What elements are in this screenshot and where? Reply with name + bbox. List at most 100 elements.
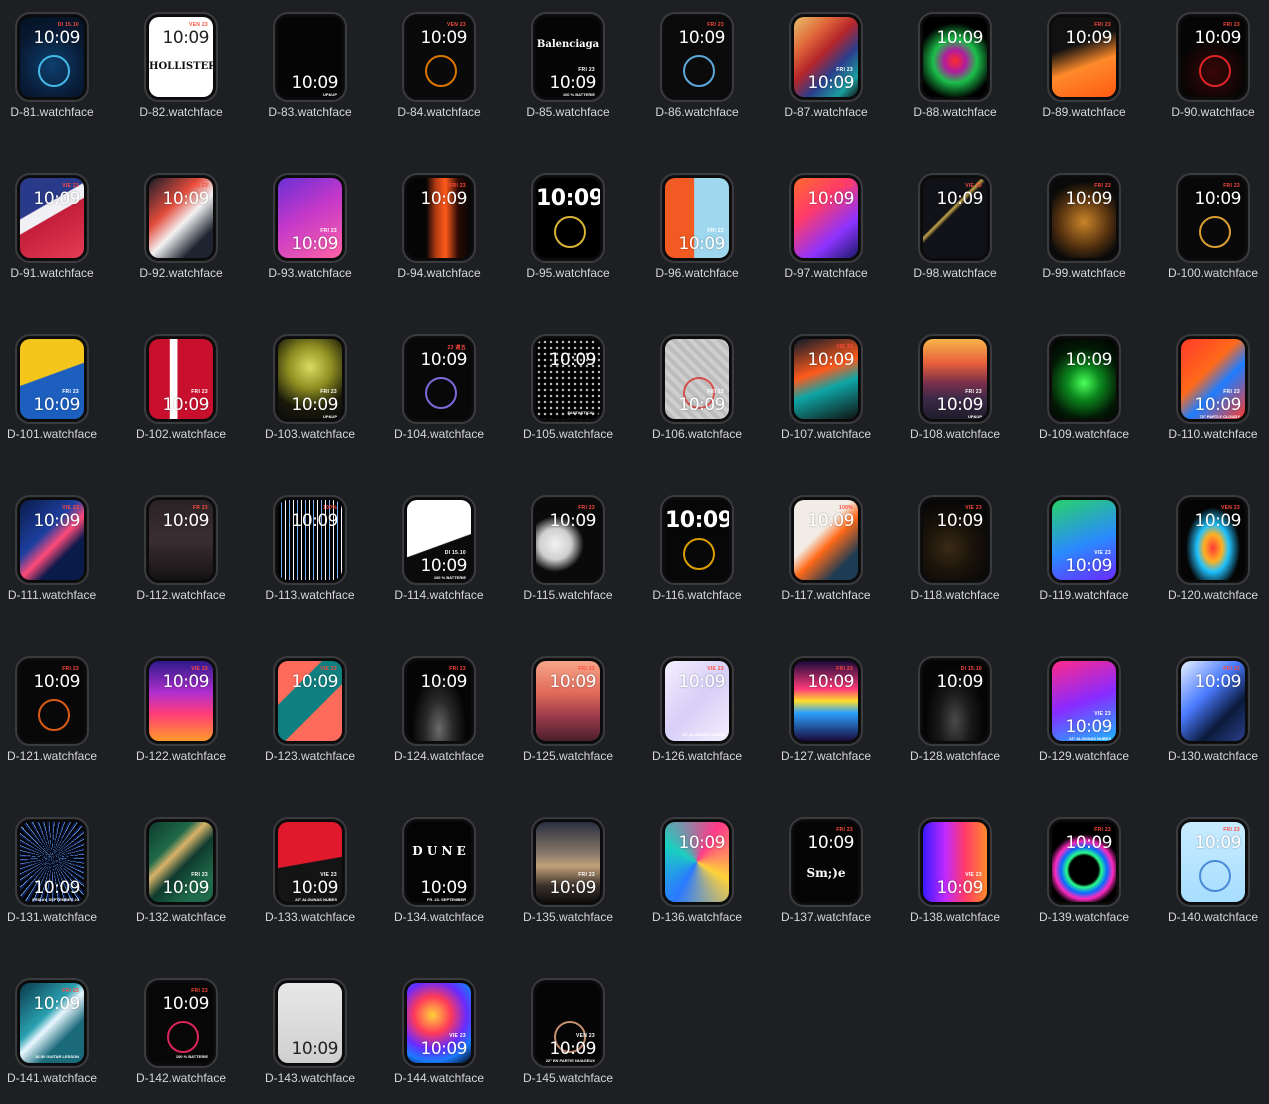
watchface-file[interactable]: FRI 23 10:09 D-92.watchface xyxy=(117,161,245,301)
watchface-thumbnail[interactable]: 100% 10:09 xyxy=(789,495,863,585)
watchface-file[interactable]: VIE 23 10:09 D-91.watchface xyxy=(0,161,116,301)
watchface-thumbnail[interactable]: FRI 23 10:09 xyxy=(15,656,89,746)
watchface-file[interactable]: FRI 23 10:09 72° PARTLY CLOUDY D-110.watchf… xyxy=(1149,322,1269,462)
watchface-thumbnail[interactable]: VIE 23 10:09 xyxy=(15,173,89,263)
watchface-file[interactable]: FRI 23 10:09 D-93.watchface xyxy=(246,161,374,301)
watchface-thumbnail[interactable]: FRI 23 10:09 xyxy=(1176,173,1250,263)
watchface-thumbnail[interactable]: FRI 23 10:09 xyxy=(789,656,863,746)
watchface-file[interactable]: 10:09 UP&UP D-83.watchface xyxy=(246,0,374,140)
watchface-file[interactable]: FRI 23 10:09 D-96.watchface xyxy=(633,161,761,301)
watchface-thumbnail[interactable]: 10:09 FRIDAY, SEPTEMBER 23 xyxy=(15,817,89,907)
watchface-file[interactable]: FRI 23 10:09 D-132.watchface xyxy=(117,805,245,945)
watchface-file[interactable]: DI 15.10 10:09 D-128.watchface xyxy=(891,644,1019,784)
watchface-file[interactable]: FRI 23 10:09 D-135.watchface xyxy=(504,805,632,945)
watchface-thumbnail[interactable]: FRI 23 10:09 xyxy=(531,817,605,907)
watchface-thumbnail[interactable]: VIE 23 10:09 xyxy=(789,173,863,263)
watchface-thumbnail[interactable]: FRI 23 10:09 xyxy=(402,656,476,746)
watchface-thumbnail[interactable]: 10:09 UP&UP xyxy=(273,12,347,102)
watchface-file[interactable]: VIE 23 10:09 D-97.watchface xyxy=(762,161,890,301)
watchface-thumbnail[interactable]: 10:09 xyxy=(660,817,734,907)
watchface-file[interactable]: VIE 23 10:09 D-119.watchface xyxy=(1020,483,1148,623)
watchface-file[interactable]: FRI 23 10:09 D-139.watchface xyxy=(1020,805,1148,945)
watchface-file[interactable]: Sm;)e FRI 23 10:09 D-137.watchface xyxy=(762,805,890,945)
watchface-file[interactable]: FRI 23 10:09 D-101.watchface xyxy=(0,322,116,462)
watchface-file[interactable]: FRI 23 10:09 D-125.watchface xyxy=(504,644,632,784)
watchface-file[interactable]: 10:09 D-143.watchface xyxy=(246,966,374,1104)
watchface-thumbnail[interactable]: VIE 23 10:09 xyxy=(918,173,992,263)
watchface-file[interactable]: 100% 10:09 D-113.watchface xyxy=(246,483,374,623)
watchface-thumbnail[interactable]: 10:09 xyxy=(1047,334,1121,424)
watchface-file[interactable]: FRI 23 10:09 D-90.watchface xyxy=(1149,0,1269,140)
watchface-thumbnail[interactable]: 10:09 FANTASTICAL xyxy=(531,334,605,424)
watchface-file[interactable]: FRI 23 10:09 100 % BATTERIE D-142.watchface xyxy=(117,966,245,1104)
watchface-thumbnail[interactable]: Sm;)e FRI 23 10:09 xyxy=(789,817,863,907)
watchface-file[interactable]: FRI 23 10:09 D-102.watchface xyxy=(117,322,245,462)
watchface-file[interactable]: 10:09 D-136.watchface xyxy=(633,805,761,945)
watchface-thumbnail[interactable]: FRI 23 10:09 xyxy=(531,495,605,585)
watchface-thumbnail[interactable]: VIE 23 10:09 xyxy=(402,978,476,1068)
watchface-thumbnail[interactable]: VIE 23 10:09 xyxy=(273,656,347,746)
watchface-file[interactable]: 10:09 D-109.watchface xyxy=(1020,322,1148,462)
watchface-thumbnail[interactable]: FRI 23 10:09 xyxy=(144,334,218,424)
watchface-thumbnail[interactable]: FRI 23 10:09 xyxy=(1176,12,1250,102)
watchface-thumbnail[interactable]: FRI 23 10:09 xyxy=(1047,12,1121,102)
watchface-thumbnail[interactable]: FRI 23 10:09 UP&UP xyxy=(273,334,347,424)
watchface-file[interactable]: 10:09 D-116.watchface xyxy=(633,483,761,623)
watchface-thumbnail[interactable]: 10:09 xyxy=(918,12,992,102)
watchface-thumbnail[interactable]: FRI 23 10:09 100 % BATTERIE xyxy=(144,978,218,1068)
watchface-thumbnail[interactable]: FRI 23 10:09 16:30 GUITAR LESSON xyxy=(15,978,89,1068)
watchface-thumbnail[interactable]: DI 15.10 10:09 xyxy=(918,656,992,746)
watchface-file[interactable]: FRI 23 10:09 D-106.watchface xyxy=(633,322,761,462)
watchface-file[interactable]: 10:09 D-95.watchface xyxy=(504,161,632,301)
watchface-file[interactable]: VIE 23 10:09 D-107.watchface xyxy=(762,322,890,462)
watchface-file[interactable]: 10:09 FRIDAY, SEPTEMBER 23 D-131.watchface xyxy=(0,805,116,945)
watchface-thumbnail[interactable]: FRI 23 10:09 xyxy=(402,173,476,263)
watchface-file[interactable]: VIE 23 10:09 D-122.watchface xyxy=(117,644,245,784)
watchface-thumbnail[interactable]: Balenciaga FRI 23 10:09 100 % BATTERIE xyxy=(531,12,605,102)
watchface-file[interactable]: HOLLISTER VEN 23 10:09 D-82.watchface xyxy=(117,0,245,140)
watchface-file[interactable]: FRI 23 10:09 D-124.watchface xyxy=(375,644,503,784)
watchface-file[interactable]: 10:09 FANTASTICAL D-105.watchface xyxy=(504,322,632,462)
watchface-file[interactable]: FRI 23 10:09 D-121.watchface xyxy=(0,644,116,784)
watchface-thumbnail[interactable]: VIE 23 10:09 xyxy=(789,334,863,424)
watchface-file[interactable]: VIE 23 10:09 22° ALGUNAS NUBES D-129.watchf… xyxy=(1020,644,1148,784)
watchface-thumbnail[interactable]: FRI 23 10:09 xyxy=(531,656,605,746)
watchface-file[interactable]: FRI 23 10:09 UP&UP D-108.watchface xyxy=(891,322,1019,462)
watchface-thumbnail[interactable]: FRI 23 10:09 xyxy=(660,12,734,102)
watchface-thumbnail[interactable]: FRI 23 10:09 xyxy=(660,173,734,263)
watchface-thumbnail[interactable]: FRI 23 10:09 xyxy=(15,334,89,424)
watchface-file[interactable]: VIE 23 10:09 D-144.watchface xyxy=(375,966,503,1104)
watchface-file[interactable]: FRI 23 10:09 D-100.watchface xyxy=(1149,161,1269,301)
watchface-thumbnail[interactable]: FRI 23 10:09 xyxy=(1176,656,1250,746)
watchface-thumbnail[interactable]: VEN 23 10:09 22° EN PARTIE NUAGEUX xyxy=(531,978,605,1068)
watchface-file[interactable]: FRI 23 10:09 D-94.watchface xyxy=(375,161,503,301)
watchface-file[interactable]: 100% 10:09 D-117.watchface xyxy=(762,483,890,623)
watchface-file[interactable]: VIE 23 10:09 22° ALGUNAS NUBES D-133.watchf… xyxy=(246,805,374,945)
watchface-thumbnail[interactable]: FRI 23 10:09 72° PARTLY CLOUDY xyxy=(1176,334,1250,424)
watchface-thumbnail[interactable]: VIE 23 10:09 22° ALGUNAS NUBES xyxy=(660,656,734,746)
watchface-thumbnail[interactable]: VEN 23 10:09 xyxy=(402,12,476,102)
watchface-thumbnail[interactable]: FRI 23 10:09 xyxy=(1176,817,1250,907)
watchface-thumbnail[interactable]: 10:09 xyxy=(531,173,605,263)
watchface-file[interactable]: FRI 23 10:09 D-89.watchface xyxy=(1020,0,1148,140)
watchface-file[interactable]: VIE 23 10:09 22° ALGUNAS NUBES D-126.watchf… xyxy=(633,644,761,784)
watchface-thumbnail[interactable]: 10:09 xyxy=(660,495,734,585)
watchface-thumbnail[interactable]: DI 15.10 10:09 100 % BATTERIE xyxy=(402,495,476,585)
watchface-file[interactable]: D U N E 10:09 FR. 23. SEPTEMBER D-134.watch… xyxy=(375,805,503,945)
watchface-file[interactable]: FRI 23 10:09 16:30 GUITAR LESSON D-141.watc… xyxy=(0,966,116,1104)
watchface-thumbnail[interactable]: VIE 23 10:09 xyxy=(918,817,992,907)
watchface-file[interactable]: FR 23 10:09 D-112.watchface xyxy=(117,483,245,623)
watchface-thumbnail[interactable]: VIE 23 10:09 22° ALGUNAS NUBES xyxy=(273,817,347,907)
watchface-file[interactable]: FRI 23 10:09 D-99.watchface xyxy=(1020,161,1148,301)
watchface-file[interactable]: FRI 23 10:09 D-115.watchface xyxy=(504,483,632,623)
watchface-thumbnail[interactable]: VIE 23 10:09 xyxy=(15,495,89,585)
watchface-file[interactable]: VIE 23 10:09 D-111.watchface xyxy=(0,483,116,623)
watchface-thumbnail[interactable]: FRI 23 10:09 xyxy=(144,173,218,263)
watchface-file[interactable]: FRI 23 10:09 UP&UP D-103.watchface xyxy=(246,322,374,462)
watchface-file[interactable]: VIE 23 10:09 D-123.watchface xyxy=(246,644,374,784)
watchface-thumbnail[interactable]: VEN 23 10:09 xyxy=(1176,495,1250,585)
watchface-file[interactable]: FRI 23 10:09 D-86.watchface xyxy=(633,0,761,140)
watchface-thumbnail[interactable]: DI 15.10 10:09 xyxy=(15,12,89,102)
watchface-thumbnail[interactable]: FRI 23 10:09 xyxy=(273,173,347,263)
watchface-file[interactable]: 10:09 D-88.watchface xyxy=(891,0,1019,140)
